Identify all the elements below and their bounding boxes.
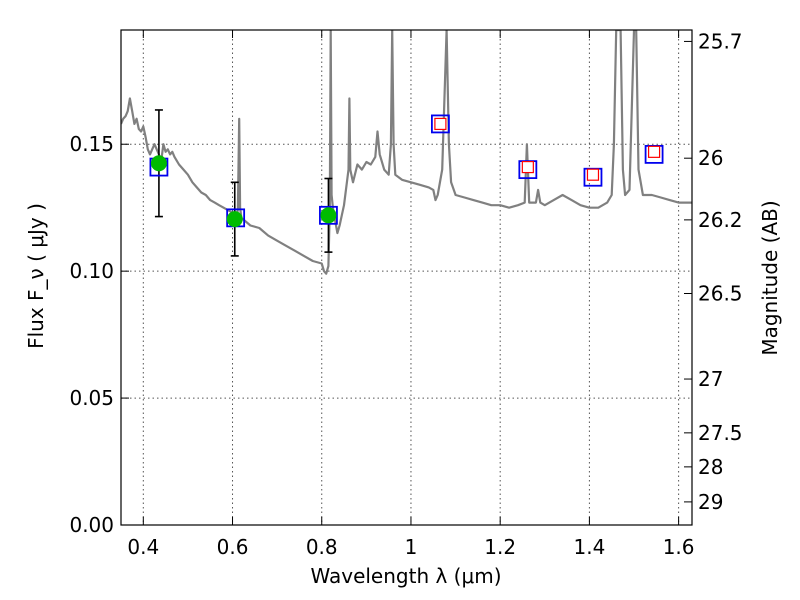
x-tick-label: 0.6 — [217, 535, 249, 559]
x-axis-title: Wavelength λ (μm) — [310, 564, 501, 588]
x-tick-label: 1.6 — [663, 535, 695, 559]
grid — [121, 30, 692, 525]
spectrum-line — [121, 30, 692, 275]
right-tick-label: 26.2 — [698, 208, 743, 232]
spectrum-series — [121, 30, 692, 275]
axis-tick-labels: 0.4 0.6 0.8 1 1.2 1.4 1.6 0.00 0.05 0.10 0.15 25.7 2… — [69, 29, 742, 559]
upper-limit-point — [586, 168, 600, 181]
y-tick-label: 0.00 — [69, 513, 114, 537]
right-tick-label: 26.5 — [698, 281, 743, 305]
right-axis-title: Magnitude (AB) — [758, 200, 782, 355]
model-box — [319, 205, 338, 225]
y-tick-label: 0.05 — [69, 386, 114, 410]
plot-frame — [120, 29, 693, 526]
detection-point — [320, 207, 337, 224]
upper-limit-point — [434, 117, 447, 131]
right-tick-label: 27 — [698, 367, 723, 391]
model-box — [431, 114, 450, 134]
axis-ticks — [121, 30, 692, 526]
photometry-series — [149, 109, 664, 257]
upper-limit-point — [647, 145, 661, 158]
y-tick-label: 0.10 — [69, 259, 114, 283]
detection-point — [150, 155, 167, 172]
x-tick-label: 0.8 — [306, 535, 338, 559]
right-tick-label: 27.5 — [698, 421, 743, 445]
x-tick-label: 1 — [405, 535, 418, 559]
y-axis-title: Flux F_ν ( μJy ) — [24, 203, 48, 349]
x-tick-label: 1.4 — [573, 535, 605, 559]
right-tick-label: 25.7 — [698, 29, 743, 53]
x-tick-label: 0.4 — [127, 535, 159, 559]
right-tick-label: 26 — [698, 146, 723, 170]
upper-limit-point — [521, 160, 534, 174]
y-tick-label: 0.15 — [69, 132, 114, 156]
right-tick-label: 29 — [698, 490, 723, 514]
detection-point — [226, 211, 243, 228]
x-tick-label: 1.2 — [484, 535, 516, 559]
right-tick-label: 28 — [698, 455, 723, 479]
